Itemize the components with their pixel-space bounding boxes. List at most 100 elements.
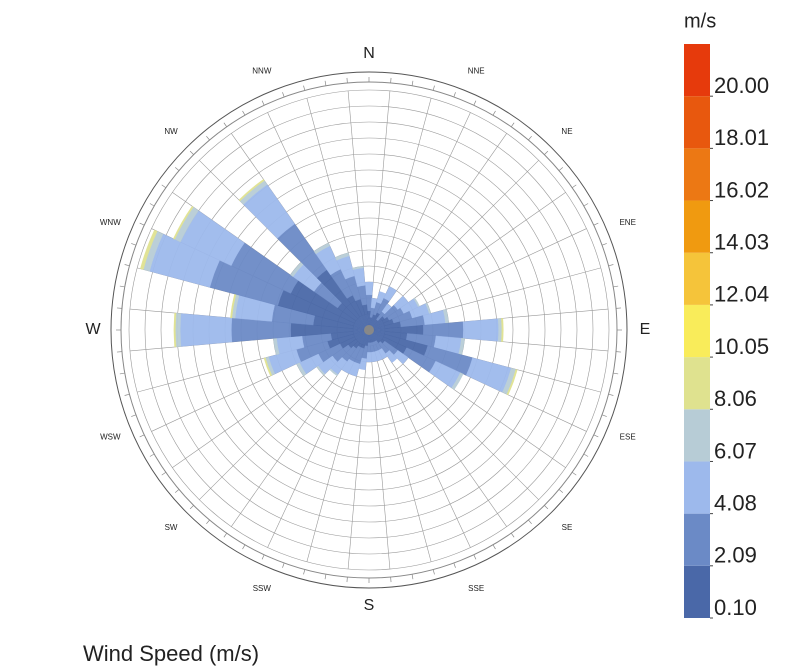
direction-label: ESE	[620, 432, 636, 441]
ring-tick	[528, 519, 532, 525]
ring-tick	[303, 569, 306, 575]
wedge	[140, 229, 158, 270]
direction-label: W	[85, 321, 101, 338]
ring-tick	[593, 434, 599, 438]
colorbar-segment	[684, 565, 710, 618]
ring-tick	[558, 489, 564, 493]
colorbar-tick-label: 4.08	[714, 490, 757, 515]
colorbar-segment	[684, 461, 710, 514]
ring-tick	[223, 122, 228, 128]
ring-tick	[324, 574, 327, 580]
ring-tick	[261, 554, 265, 560]
wedge	[352, 266, 364, 270]
ring-tick	[528, 135, 532, 141]
ring-tick	[282, 92, 285, 98]
direction-label: E	[640, 321, 651, 338]
ring-tick	[601, 243, 607, 246]
ring-tick	[411, 80, 414, 86]
ring-tick	[608, 393, 614, 396]
ring-tick	[510, 532, 515, 538]
ring-tick	[139, 434, 145, 438]
direction-label: NNE	[468, 66, 485, 75]
wedge	[175, 312, 182, 348]
ring-tick	[432, 85, 435, 91]
colorbar-tick-label: 10.05	[714, 334, 769, 359]
colorbar-tick-label: 2.09	[714, 543, 757, 568]
ring-tick	[324, 80, 327, 86]
wedge	[506, 369, 518, 396]
ring-tick	[139, 222, 145, 226]
ring-tick	[473, 100, 477, 106]
wedge	[334, 252, 350, 261]
ring-tick	[124, 264, 130, 267]
direction-label: SSW	[253, 584, 272, 593]
wedge	[180, 313, 233, 347]
direction-label: WSW	[100, 432, 121, 441]
colorbar-tick-label: 0.10	[714, 595, 757, 620]
ring-tick	[432, 569, 435, 575]
colorbar-segment	[684, 96, 710, 149]
ring-tick	[453, 562, 456, 568]
colorbar-segment	[684, 513, 710, 566]
ring-tick	[131, 243, 137, 246]
wedge	[313, 242, 330, 255]
wedge	[364, 281, 374, 296]
colorbar-segment	[684, 44, 710, 97]
ring-tick	[583, 203, 589, 207]
colorbar-tick-label: 14.03	[714, 230, 769, 255]
wedge	[462, 318, 499, 342]
ring-tick	[608, 264, 614, 267]
ring-tick	[453, 92, 456, 98]
ring-tick	[303, 85, 306, 91]
grid-circle	[128, 89, 610, 571]
ring-tick	[119, 372, 125, 375]
colorbar-segment	[684, 200, 710, 253]
ring-tick	[510, 122, 515, 128]
ring-tick	[492, 110, 496, 116]
colorbar-title: m/s	[684, 10, 716, 32]
ring-tick	[149, 203, 155, 207]
ring-tick	[571, 184, 577, 189]
ring-tick	[571, 471, 577, 476]
ring-tick	[161, 471, 167, 476]
wedge	[451, 372, 464, 390]
ring-tick	[558, 167, 564, 171]
direction-label: SW	[165, 523, 178, 532]
ring-tick	[544, 505, 549, 510]
colorbar-tick-label: 6.07	[714, 438, 757, 463]
colorbar-tick-label: 16.02	[714, 177, 769, 202]
ring-tick	[242, 544, 246, 550]
ring-tick	[131, 414, 137, 417]
ring-tick	[473, 554, 477, 560]
outer-ring	[110, 71, 628, 589]
ring-tick	[242, 110, 246, 116]
colorbar-tick-label: 20.00	[714, 73, 769, 98]
center	[364, 325, 374, 335]
colorbar-segment	[684, 357, 710, 410]
direction-label: WNW	[100, 218, 121, 227]
ring-tick	[613, 285, 619, 288]
wedge	[268, 349, 302, 375]
ring-tick	[223, 532, 228, 538]
ring-tick	[601, 414, 607, 417]
chart-title: Wind Speed (m/s)	[83, 641, 259, 666]
colorbar-segment	[684, 409, 710, 462]
direction-label: SSE	[468, 584, 484, 593]
colorbar-segment	[684, 252, 710, 305]
direction-label: N	[363, 45, 375, 62]
ring-tick	[261, 100, 265, 106]
ring-tick	[613, 372, 619, 375]
direction-label: ENE	[619, 218, 635, 227]
wedge	[173, 312, 177, 348]
ring-tick	[189, 150, 194, 155]
colorbar-segment	[684, 304, 710, 358]
grid-circle	[160, 121, 578, 539]
wedge	[263, 357, 273, 377]
colorbar-tick-label: 12.04	[714, 282, 769, 307]
ring-tick	[206, 135, 210, 141]
ring-tick	[149, 453, 155, 457]
direction-label: NNW	[252, 66, 272, 75]
direction-label: SE	[562, 523, 573, 532]
ring-tick	[492, 544, 496, 550]
